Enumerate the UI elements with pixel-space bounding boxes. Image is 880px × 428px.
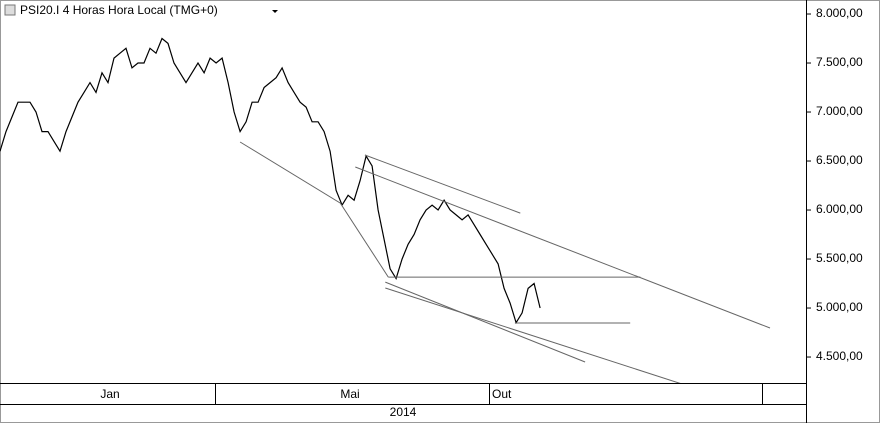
y-tick-label: 5.000,00 xyxy=(816,300,863,314)
y-tick-label: 6.000,00 xyxy=(816,202,863,216)
y-tick-label: 4.500,00 xyxy=(816,349,863,363)
trend-line xyxy=(355,166,771,329)
month-label: Jan xyxy=(100,387,119,401)
trend-line xyxy=(239,141,389,278)
chart-title[interactable]: PSI20.I 4 Horas Hora Local (TMG+0) xyxy=(20,3,218,17)
trend-line xyxy=(385,281,586,363)
y-tick-label: 5.500,00 xyxy=(816,251,863,265)
y-tick-label: 8.000,00 xyxy=(816,6,863,20)
trend-line xyxy=(364,154,521,214)
y-tick-label: 7.500,00 xyxy=(816,55,863,69)
price-line xyxy=(0,37,541,325)
y-tick-label: 6.500,00 xyxy=(816,153,863,167)
symbol-icon[interactable] xyxy=(4,4,16,16)
month-label: Out xyxy=(492,387,512,401)
trend-line xyxy=(385,287,681,383)
year-label: 2014 xyxy=(390,405,417,419)
y-tick-label: 7.000,00 xyxy=(816,104,863,118)
dropdown-arrow[interactable] xyxy=(272,10,278,13)
month-label: Mai xyxy=(340,387,359,401)
